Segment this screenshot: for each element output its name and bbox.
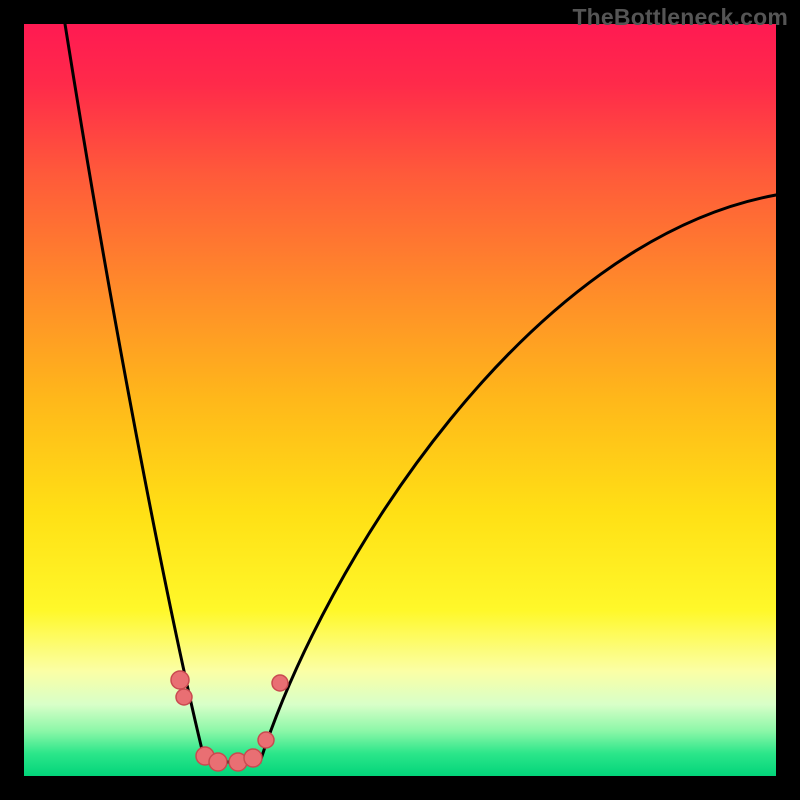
figure-root: TheBottleneck.com bbox=[0, 0, 800, 800]
curve-marker bbox=[171, 671, 189, 689]
curve-marker bbox=[244, 749, 262, 767]
curve-marker bbox=[272, 675, 288, 691]
watermark-text: TheBottleneck.com bbox=[572, 4, 788, 31]
curve-marker bbox=[209, 753, 227, 771]
curve-marker bbox=[258, 732, 274, 748]
curve-marker bbox=[176, 689, 192, 705]
bottleneck-chart-svg bbox=[0, 0, 800, 800]
plot-area bbox=[24, 24, 776, 776]
